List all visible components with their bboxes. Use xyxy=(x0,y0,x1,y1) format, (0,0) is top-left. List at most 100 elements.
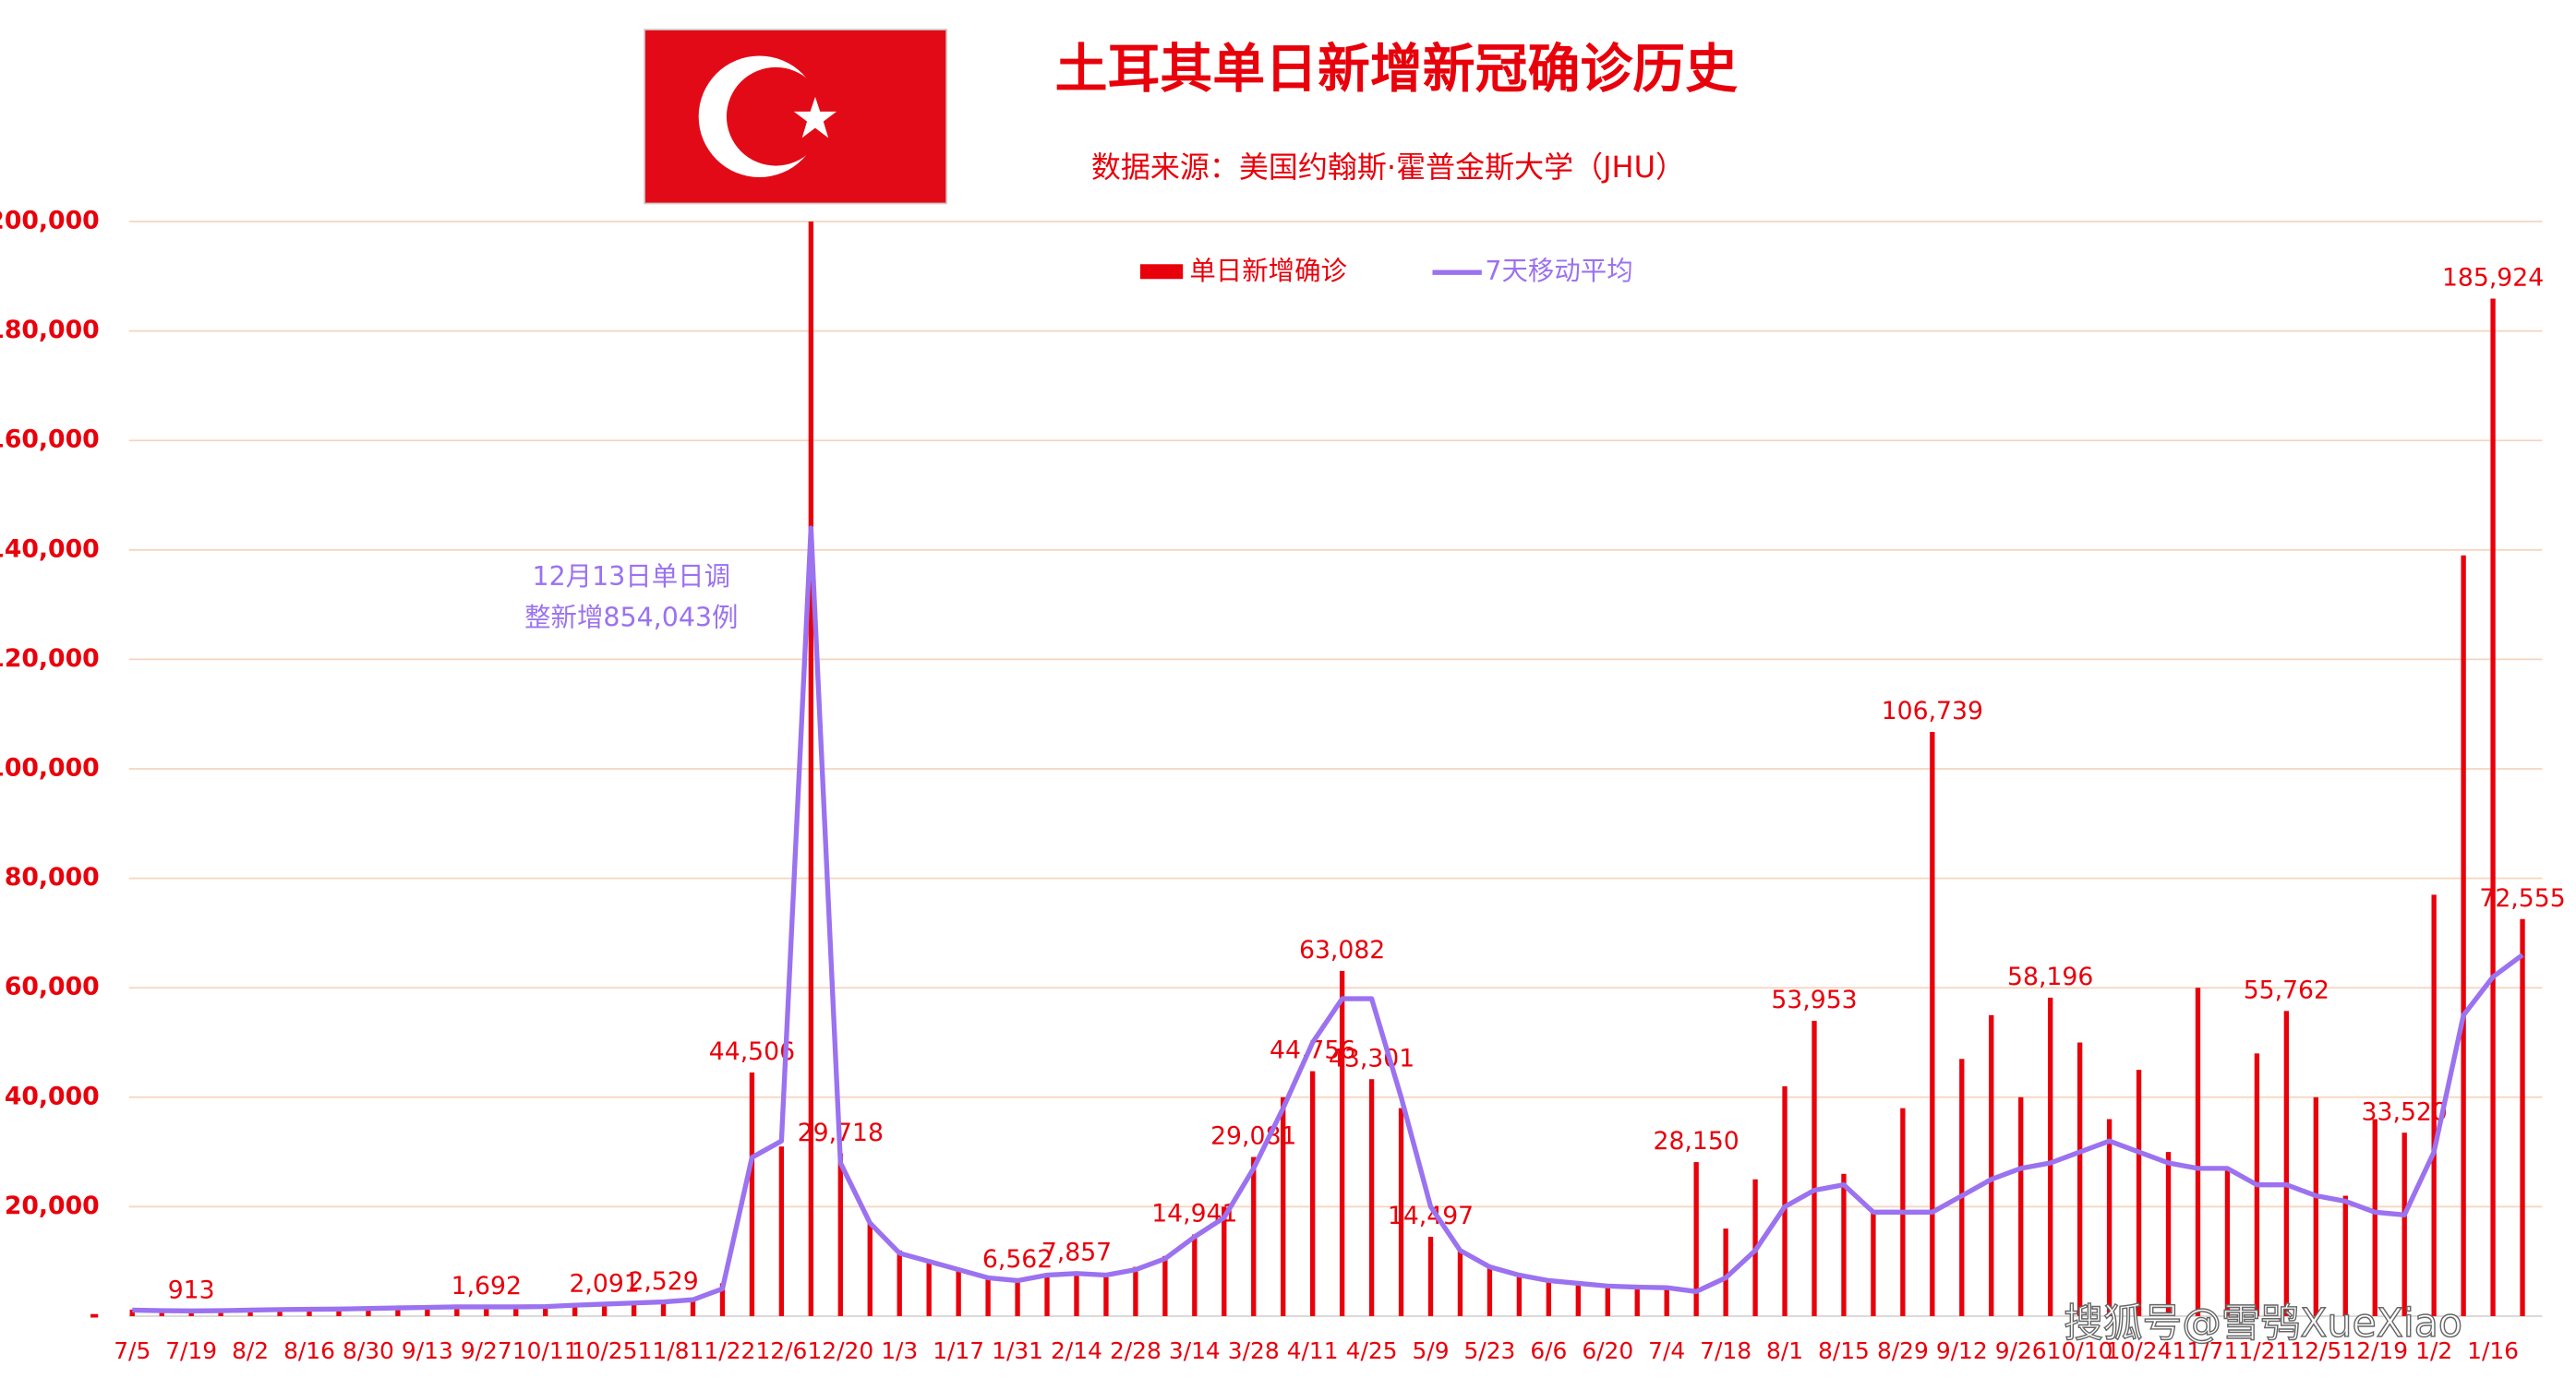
bar xyxy=(1398,1108,1404,1316)
x-tick-label: 6/6 xyxy=(1530,1337,1567,1364)
data-label: 43,301 xyxy=(1329,1044,1414,1072)
bar xyxy=(484,1306,489,1316)
y-tick-label: 120,000 xyxy=(0,644,100,673)
bar xyxy=(1989,1014,1994,1316)
x-tick-label: 10/11 xyxy=(512,1337,579,1364)
y-tick-label: 20,000 xyxy=(5,1192,100,1220)
bar xyxy=(1222,1206,1227,1316)
x-tick-label: 8/1 xyxy=(1766,1337,1803,1364)
x-tick-label: 9/12 xyxy=(1936,1337,1988,1364)
x-tick-label: 11/22 xyxy=(690,1337,756,1364)
watermark: 搜狐号@雪鸮XueXiao xyxy=(2064,1300,2462,1347)
x-tick-label: 11/7 xyxy=(2173,1337,2224,1364)
x-tick-label: 4/11 xyxy=(1287,1337,1339,1364)
bar xyxy=(778,1146,785,1316)
bar xyxy=(1457,1250,1463,1316)
bar xyxy=(188,1311,194,1316)
bar xyxy=(690,1299,696,1316)
data-label: 44,506 xyxy=(709,1037,795,1066)
bar xyxy=(513,1306,519,1316)
bar xyxy=(926,1261,932,1316)
data-label: 106,739 xyxy=(1882,697,1983,725)
bar xyxy=(1339,970,1345,1316)
bar xyxy=(277,1309,283,1316)
bar xyxy=(1546,1280,1552,1316)
bar xyxy=(2431,894,2437,1316)
flag xyxy=(644,29,948,205)
bar xyxy=(1634,1287,1640,1316)
x-tick-label: 3/14 xyxy=(1169,1337,1221,1364)
bar xyxy=(897,1250,902,1316)
bar xyxy=(631,1302,637,1316)
chart-subtitle: 数据来源：美国约翰斯·霍普金斯大学（JHU） xyxy=(1091,150,1685,185)
y-tick-label: - xyxy=(90,1300,100,1329)
x-tick-label: 6/20 xyxy=(1582,1337,1633,1364)
bar xyxy=(1723,1228,1728,1316)
bar xyxy=(2342,1195,2348,1316)
x-tick-label: 1/3 xyxy=(881,1337,918,1364)
bar xyxy=(749,1072,755,1316)
bar xyxy=(2018,1096,2024,1316)
bar xyxy=(867,1223,873,1316)
x-tick-label: 1/2 xyxy=(2415,1337,2452,1364)
x-tick-label: 12/6 xyxy=(755,1337,807,1364)
chart-title: 土耳其单日新增新冠确诊历史 xyxy=(1055,39,1738,100)
y-tick-label: 40,000 xyxy=(5,1082,100,1110)
bar xyxy=(2106,1119,2113,1316)
bar xyxy=(1427,1237,1434,1316)
bar xyxy=(2195,988,2201,1316)
data-label: 7,857 xyxy=(1041,1239,1112,1267)
bar xyxy=(985,1277,991,1316)
bar xyxy=(1103,1273,1109,1316)
y-tick-label: 180,000 xyxy=(0,316,100,344)
y-tick-label: 140,000 xyxy=(0,534,100,563)
bar xyxy=(572,1305,578,1316)
bar xyxy=(837,1153,843,1316)
bar xyxy=(2224,1168,2231,1316)
data-label: 2,529 xyxy=(628,1267,698,1296)
bar xyxy=(1516,1275,1523,1316)
bar xyxy=(1015,1280,1020,1316)
bar xyxy=(719,1283,726,1316)
bar xyxy=(1281,1096,1286,1316)
x-tick-label: 8/30 xyxy=(343,1337,394,1364)
bar xyxy=(1782,1085,1788,1316)
x-tick-label: 8/2 xyxy=(232,1337,269,1364)
data-label: 185,924 xyxy=(2442,264,2544,293)
x-tick-label: 8/15 xyxy=(1818,1337,1870,1364)
bar xyxy=(2461,555,2466,1316)
y-tick-label: 60,000 xyxy=(5,973,100,1001)
bar xyxy=(2490,298,2496,1316)
bar xyxy=(1074,1273,1079,1316)
data-label: 63,082 xyxy=(1299,936,1385,965)
bar xyxy=(1605,1286,1610,1316)
bar xyxy=(1368,1079,1375,1316)
x-tick-label: 8/16 xyxy=(283,1337,335,1364)
bar xyxy=(2313,1096,2318,1316)
legend-label: 7天移动平均 xyxy=(1485,256,1632,286)
bar xyxy=(808,222,814,1316)
bar xyxy=(1487,1266,1493,1316)
bar xyxy=(159,1311,164,1316)
bar xyxy=(2372,1119,2377,1316)
x-tick-label: 1/31 xyxy=(992,1337,1043,1364)
data-label: 2,091 xyxy=(569,1270,639,1299)
x-tick-label: 7/19 xyxy=(165,1337,217,1364)
bar xyxy=(2076,1042,2083,1316)
data-label: 53,953 xyxy=(1771,986,1857,1014)
x-tick-label: 5/23 xyxy=(1463,1337,1515,1364)
x-tick-label: 5/9 xyxy=(1412,1337,1449,1364)
data-label: 72,555 xyxy=(2479,884,2565,913)
y-tick-label: 160,000 xyxy=(0,425,100,454)
x-tick-label: 11/21 xyxy=(2224,1337,2291,1364)
data-label: 55,762 xyxy=(2244,976,2329,1004)
bar xyxy=(660,1301,667,1316)
bar xyxy=(2401,1132,2407,1316)
x-tick-label: 8/29 xyxy=(1877,1337,1929,1364)
x-tick-label: 3/28 xyxy=(1228,1337,1280,1364)
x-tick-label: 10/25 xyxy=(572,1337,638,1364)
y-tick-label: 80,000 xyxy=(5,863,100,892)
bar xyxy=(1192,1234,1198,1316)
data-label: 6,562 xyxy=(982,1245,1053,1274)
